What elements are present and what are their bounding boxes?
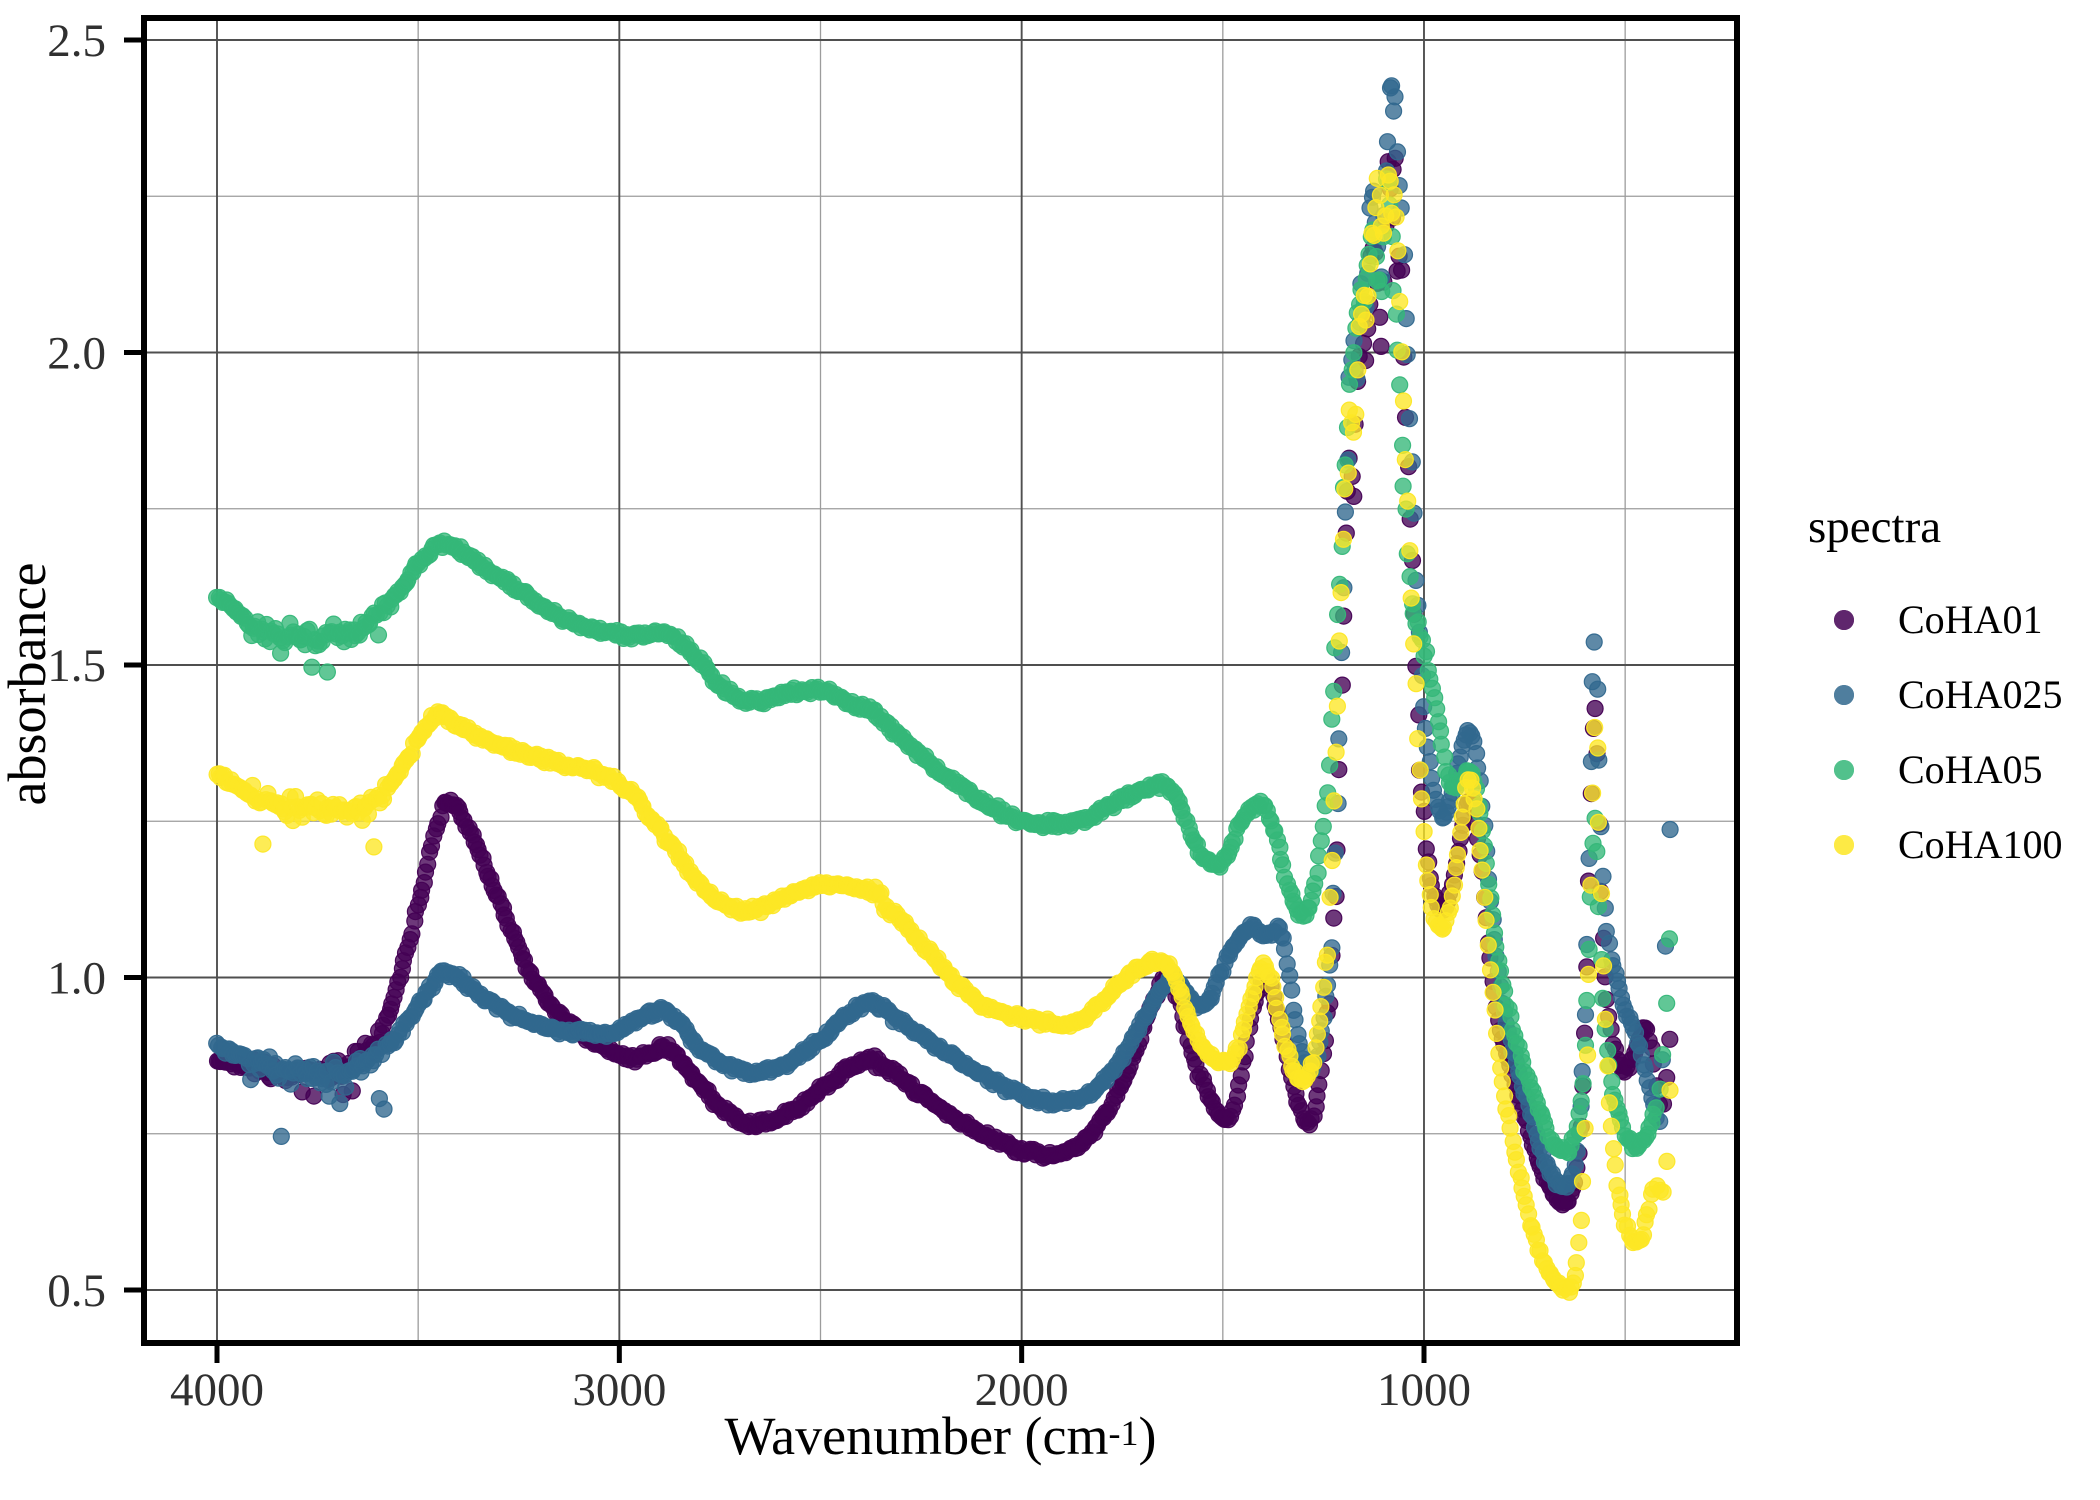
legend-title: spectra (1808, 501, 1942, 553)
axis-tick-marks (124, 37, 1427, 1363)
legend-entry-CoHA01: CoHA01 (1800, 582, 2100, 657)
legend-label: CoHA100 (1898, 822, 2063, 867)
legend-entry-CoHA100: CoHA100 (1800, 807, 2100, 882)
legend-key-dot-CoHA025 (1834, 684, 1854, 705)
legend-entry-CoHA05: CoHA05 (1800, 732, 2100, 807)
y-axis-title: absorbance (0, 562, 57, 806)
x-tick-labels: 4000 3000 2000 1000 (170, 1364, 1471, 1416)
y-tick-label: 0.5 (47, 1265, 106, 1317)
x-tick-label: 3000 (572, 1364, 666, 1416)
panel-border (141, 15, 1740, 1346)
legend-entry-CoHA025: CoHA025 (1800, 657, 2100, 732)
y-tick-label: 1.5 (47, 640, 106, 692)
legend-key-dot-CoHA01 (1834, 609, 1854, 630)
x-axis-title-close: ) (1138, 1406, 1157, 1466)
minor-gridlines (144, 18, 1737, 1343)
series-CoHA100-points (208, 166, 1679, 1301)
x-tick-label: 1000 (1377, 1364, 1471, 1416)
y-tick-label: 2.0 (47, 328, 106, 380)
legend-key-dot-CoHA100 (1834, 834, 1854, 855)
legend-label: CoHA025 (1898, 672, 2063, 717)
legend-label: CoHA01 (1898, 597, 2043, 642)
legend: spectra CoHA01 CoHA025 CoHA05 CoHA100 (1800, 500, 2100, 882)
x-tick-label: 4000 (170, 1364, 264, 1416)
x-axis-title: Wavenumber (cm-1) (0, 1405, 1881, 1467)
legend-label: CoHA05 (1898, 747, 2043, 792)
series-CoHA05-points (208, 170, 1679, 1162)
y-tick-label: 2.5 (47, 15, 106, 67)
y-tick-label: 1.0 (47, 953, 106, 1005)
legend-key-dot-CoHA05 (1834, 759, 1854, 780)
x-tick-label: 2000 (975, 1364, 1069, 1416)
y-tick-labels: 0.5 1.0 1.5 2.0 2.5 (47, 15, 106, 1317)
panel-background (144, 18, 1737, 1343)
x-axis-title-main: Wavenumber (cm (724, 1406, 1109, 1466)
x-axis-title-superscript: -1 (1108, 1413, 1139, 1453)
